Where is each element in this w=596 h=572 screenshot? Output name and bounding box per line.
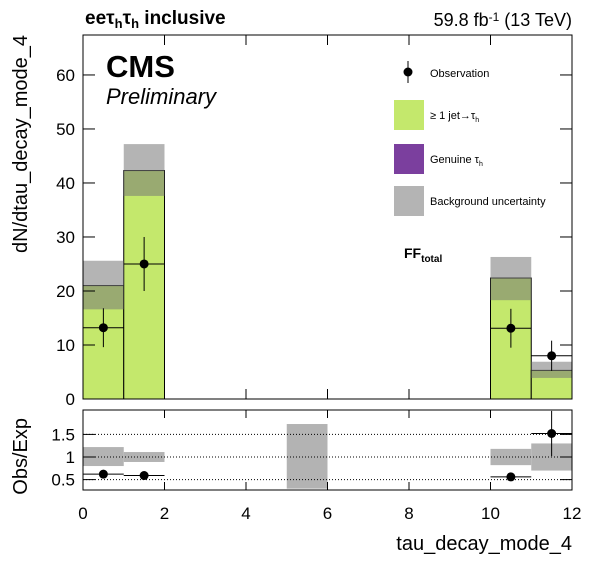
ratio-uncertainty-band bbox=[123, 452, 165, 462]
lumi-label-part: (13 TeV) bbox=[499, 10, 572, 30]
y-tick-label: 30 bbox=[56, 228, 75, 247]
y-axis-label: Obs/Exp bbox=[10, 418, 32, 495]
x-tick-label: 12 bbox=[563, 504, 582, 523]
chart-title: eeτhτh inclusive bbox=[85, 8, 226, 31]
data-point bbox=[547, 351, 557, 361]
ratio-uncertainty-band bbox=[286, 424, 328, 489]
x-tick-label: 2 bbox=[160, 504, 169, 523]
y-axis-label: dN/dtau_decay_mode_4 bbox=[10, 35, 32, 253]
ratio-plot bbox=[83, 410, 572, 489]
x-tick-label: 0 bbox=[78, 504, 87, 523]
y-tick-label: 40 bbox=[56, 174, 75, 193]
annotation-part: total bbox=[421, 254, 442, 265]
cms-logo: CMS bbox=[106, 49, 175, 84]
uncertainty-band bbox=[490, 256, 532, 301]
uncertainty-band bbox=[83, 260, 124, 310]
legend-label: ≥ 1 jet→τh bbox=[430, 110, 479, 124]
y-tick-label: 20 bbox=[56, 282, 75, 301]
y-tick-label: 1.5 bbox=[51, 425, 75, 444]
x-tick-label: 6 bbox=[323, 504, 332, 523]
lumi-label: 59.8 fb-1 (13 TeV) bbox=[434, 10, 572, 30]
legend-swatch bbox=[394, 144, 424, 174]
ratio-uncertainty-band bbox=[490, 448, 532, 466]
top-plot bbox=[83, 144, 572, 399]
x-tick-label: 10 bbox=[481, 504, 500, 523]
legend-swatch bbox=[394, 100, 424, 130]
y-tick-label: 10 bbox=[56, 336, 75, 355]
annotation: FFtotal bbox=[404, 245, 442, 265]
legend-swatch bbox=[394, 186, 424, 216]
data-point bbox=[98, 469, 108, 479]
legend-label-part: h bbox=[475, 117, 479, 124]
uncertainty-band bbox=[123, 144, 165, 196]
lumi-label-part: 59.8 fb bbox=[434, 10, 489, 30]
y-tick-label: 60 bbox=[56, 66, 75, 85]
y-tick-label: 50 bbox=[56, 120, 75, 139]
lumi-label-part: -1 bbox=[489, 10, 500, 24]
chart-title-part: h bbox=[115, 16, 123, 31]
x-axis-label: tau_decay_mode_4 bbox=[396, 533, 572, 555]
chart-title-part: inclusive bbox=[139, 8, 226, 29]
y-tick-label: 0 bbox=[66, 390, 75, 409]
legend-label-part: ≥ 1 jet→τ bbox=[430, 110, 476, 122]
status-label: Preliminary bbox=[106, 84, 218, 109]
legend-label: Genuine τh bbox=[430, 154, 483, 168]
legend-label: Background uncertainty bbox=[430, 196, 546, 208]
chart-title-part: h bbox=[131, 16, 139, 31]
legend-label-part: h bbox=[479, 161, 483, 168]
data-point bbox=[506, 472, 516, 482]
y-tick-label: 0.5 bbox=[51, 471, 75, 490]
ratio-uncertainty-band bbox=[83, 447, 124, 467]
legend-label: Observation bbox=[430, 68, 489, 80]
chart-title-part: eeτ bbox=[85, 8, 115, 29]
annotation-part: FF bbox=[404, 245, 422, 261]
legend-marker bbox=[403, 67, 413, 77]
x-tick-label: 8 bbox=[404, 504, 413, 523]
y-tick-label: 1 bbox=[66, 448, 75, 467]
chart-title-part: τ bbox=[123, 8, 132, 29]
data-point bbox=[506, 323, 516, 333]
data-point bbox=[139, 471, 149, 481]
data-point bbox=[547, 429, 557, 439]
legend-label-part: Genuine τ bbox=[430, 154, 480, 166]
x-tick-label: 4 bbox=[241, 504, 250, 523]
data-point bbox=[139, 259, 149, 269]
data-point bbox=[98, 323, 108, 333]
